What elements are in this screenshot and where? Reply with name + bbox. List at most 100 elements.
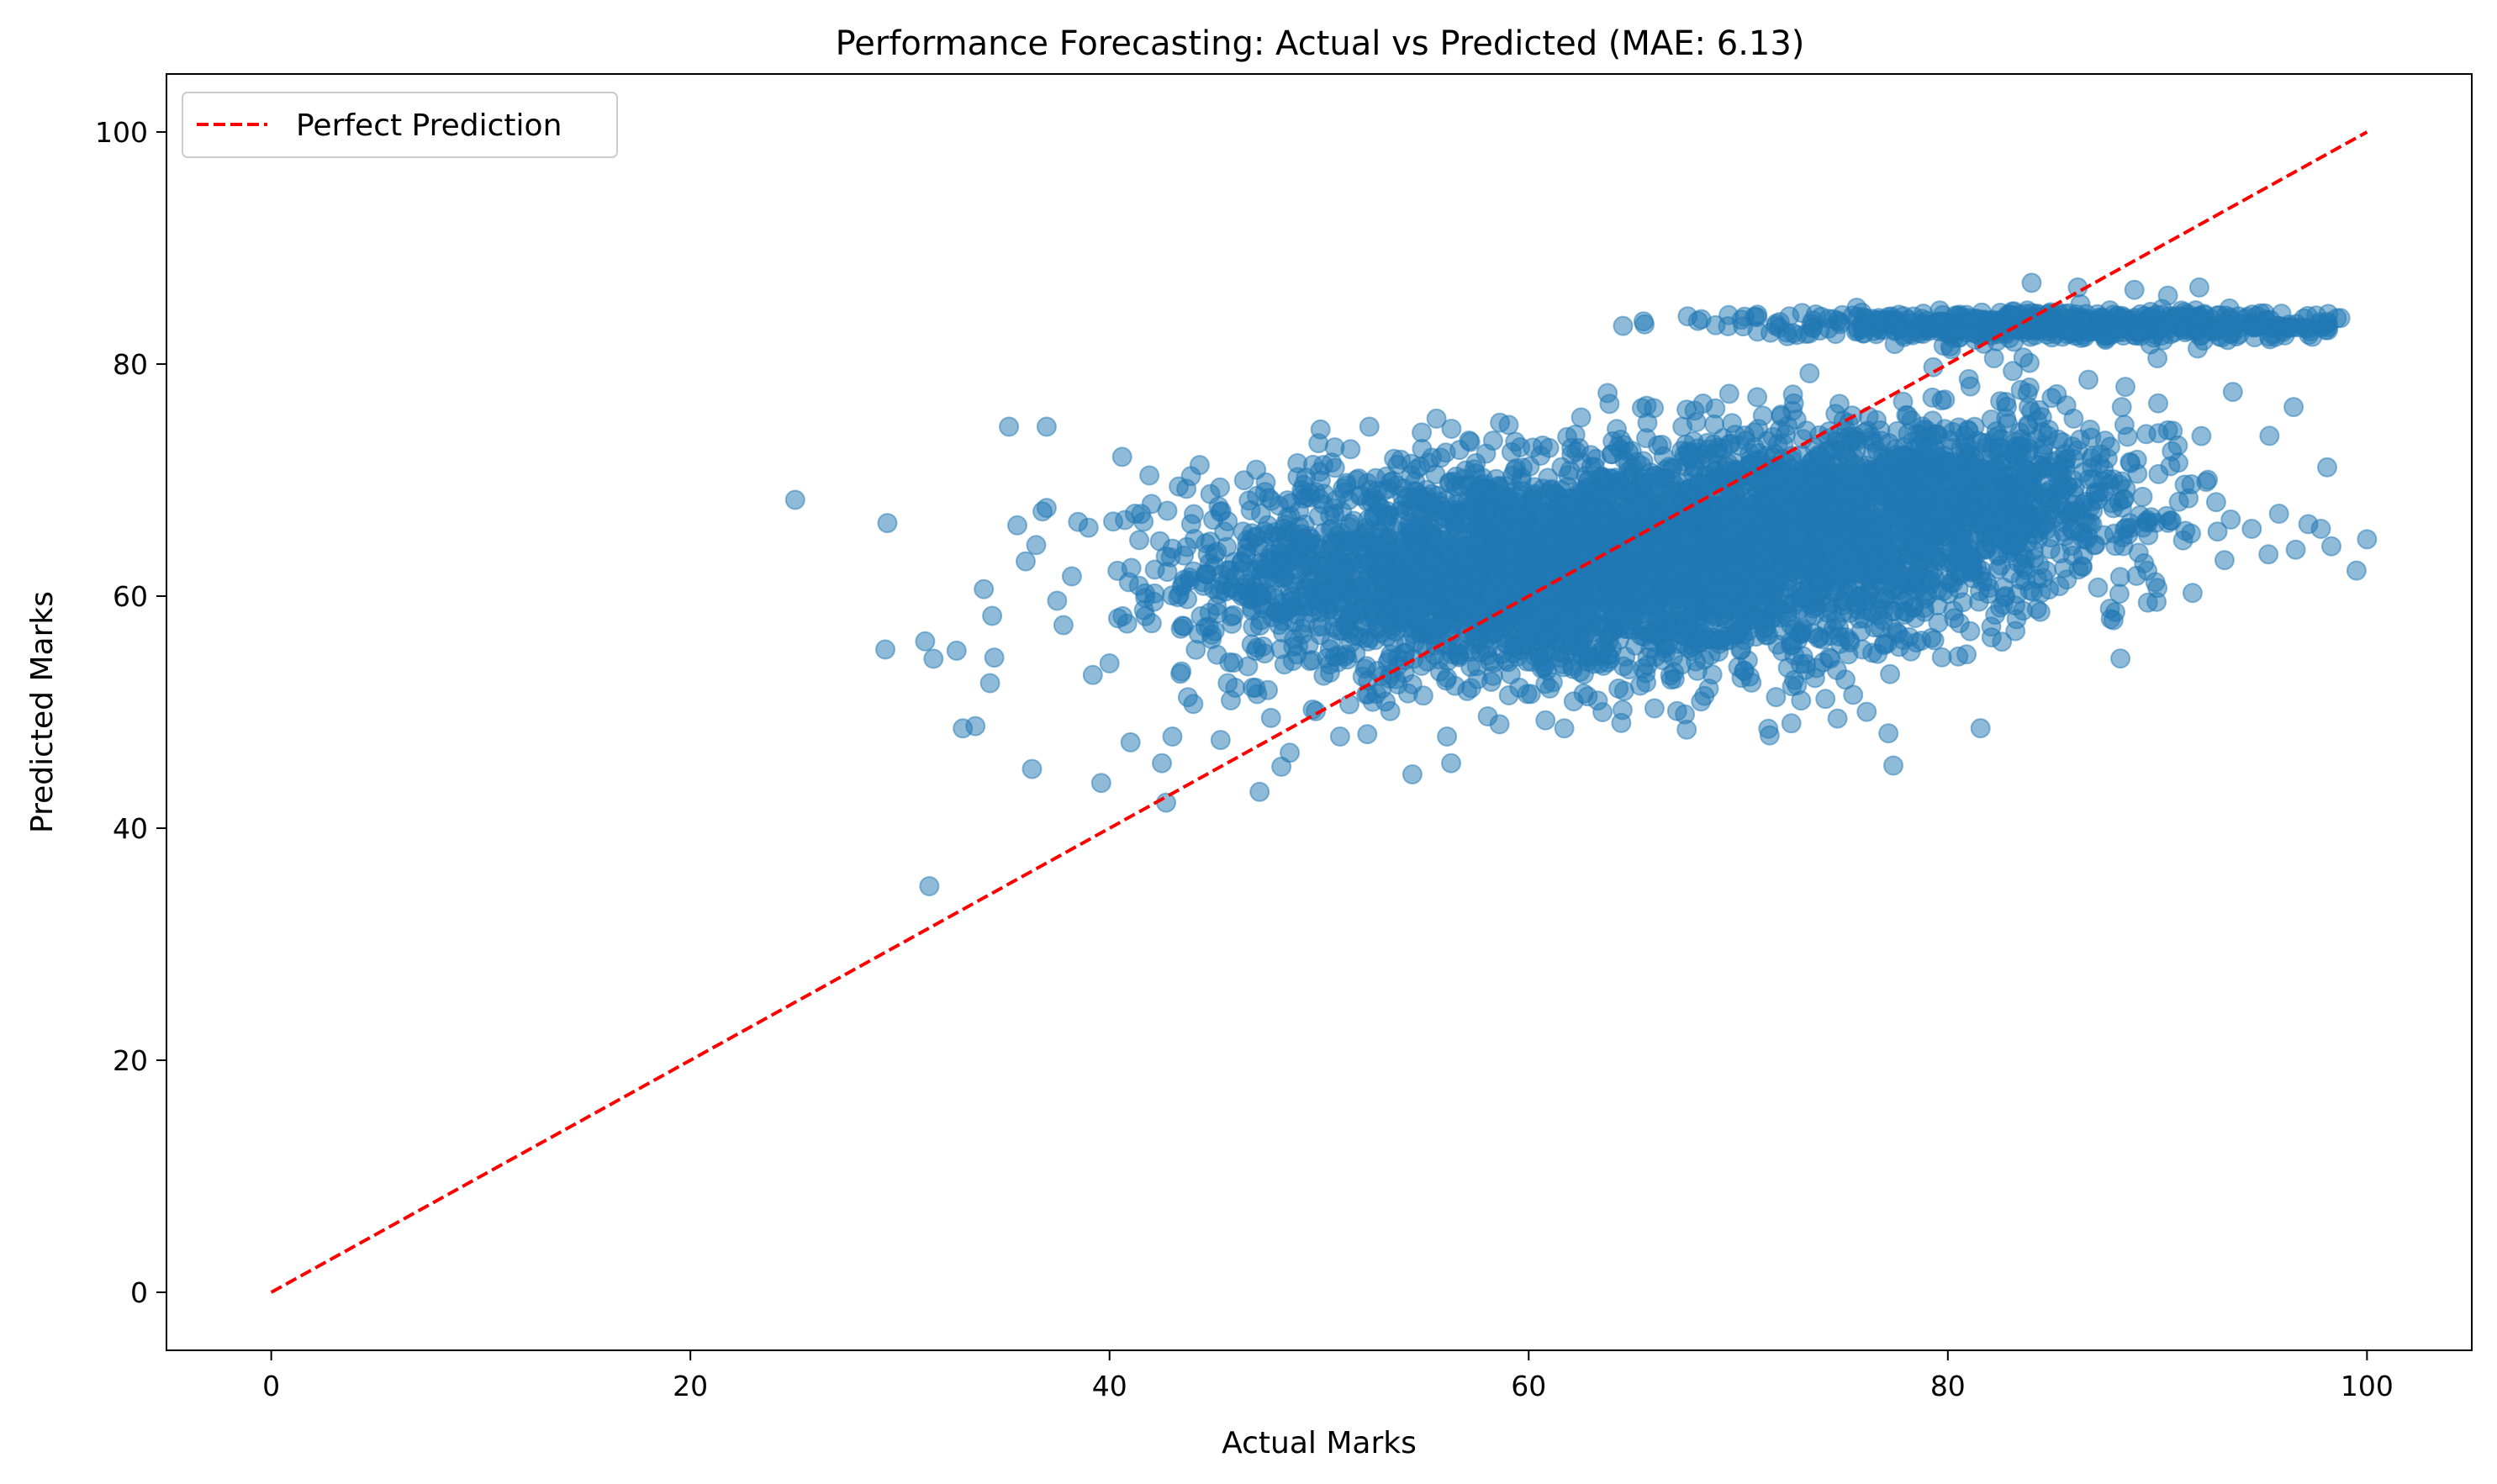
scatter-point [1284, 629, 1305, 649]
scatter-point [1608, 574, 1629, 595]
scatter-point [1254, 536, 1275, 557]
scatter-point [1845, 488, 1866, 509]
scatter-point [1861, 642, 1882, 663]
scatter-point [2050, 543, 2071, 564]
scatter-point [1236, 537, 1257, 558]
scatter-point [1592, 510, 1613, 531]
scatter-point [1505, 431, 1526, 452]
scatter-point [1498, 415, 1519, 436]
scatter-point [1985, 605, 2006, 626]
scatter-point [1339, 604, 1360, 625]
scatter-point [1569, 612, 1590, 633]
scatter-point [1651, 608, 1672, 629]
scatter-point [2148, 393, 2168, 414]
scatter-point [1426, 533, 1447, 554]
scatter-point [1781, 615, 1802, 636]
scatter-point [1988, 559, 2009, 579]
scatter-point [1469, 509, 1490, 530]
scatter-point [1223, 652, 1244, 673]
scatter-point [1675, 704, 1696, 725]
scatter-point [1741, 531, 1762, 552]
scatter-point [1506, 522, 1527, 543]
scatter-point [1612, 700, 1633, 721]
scatter-point [1893, 591, 1914, 612]
scatter-point [1698, 679, 1719, 699]
scatter-point [2114, 415, 2135, 436]
scatter-point [1599, 393, 1620, 415]
scatter-point [1249, 781, 1270, 802]
scatter-point [1221, 606, 1242, 627]
scatter-point [1177, 589, 1198, 610]
scatter-point [1444, 538, 1465, 559]
scatter-point [1402, 764, 1423, 784]
scatter-point [2017, 383, 2038, 404]
scatter-point [1682, 562, 1703, 584]
scatter-point [2148, 463, 2169, 484]
scatter-point [2078, 369, 2098, 390]
scatter-point [1856, 701, 1877, 722]
scatter-point [1193, 575, 1214, 596]
scatter-point [1540, 530, 1561, 551]
scatter-point [1429, 661, 1450, 682]
scatter-point [1210, 501, 1231, 522]
scatter-point [1302, 699, 1323, 720]
scatter-point [1440, 499, 1461, 520]
scatter-point [1740, 609, 1761, 630]
scatter-point [1345, 642, 1366, 663]
scatter-point [1700, 471, 1721, 492]
scatter-point [1360, 479, 1380, 500]
scatter-point [1293, 594, 1314, 615]
scatter-point [1370, 497, 1391, 518]
scatter-point [2005, 595, 2025, 616]
scatter-point [1653, 446, 1674, 467]
scatter-point [1629, 511, 1650, 532]
scatter-point [1340, 439, 1361, 460]
scatter-point [1338, 531, 1359, 552]
scatter-point [1560, 460, 1581, 481]
scatter-point [1565, 501, 1586, 522]
scatter-point [1847, 594, 1867, 615]
scatter-point [1534, 656, 1555, 677]
scatter-point [1755, 576, 1776, 597]
scatter-point [2110, 648, 2131, 669]
scatter-point [2111, 497, 2132, 518]
scatter-point [1601, 444, 1622, 465]
scatter-point [1557, 426, 1578, 447]
scatter-point [1694, 532, 1715, 553]
scatter-point [1781, 713, 1802, 734]
scatter-point [1129, 530, 1149, 551]
scatter-point [1557, 548, 1578, 569]
scatter-point [1576, 543, 1597, 564]
scatter-point [1657, 576, 1678, 597]
scatter-point [1257, 515, 1278, 536]
scatter-point [1816, 615, 1837, 636]
scatter-point [1893, 391, 1914, 412]
scatter-point [2105, 602, 2125, 622]
scatter-point [1661, 469, 1682, 490]
scatter-point [1333, 561, 1354, 582]
scatter-point [1360, 594, 1381, 614]
scatter-point [1630, 467, 1651, 489]
scatter-point [1483, 530, 1504, 551]
scatter-point [1410, 456, 1430, 477]
scatter-point [1103, 511, 1123, 532]
scatter-point [1970, 718, 1991, 739]
scatter-point [1300, 651, 1321, 672]
scatter-point [1380, 700, 1401, 721]
scatter-point [1322, 582, 1344, 603]
scatter-point [1650, 541, 1671, 562]
scatter-point [1515, 558, 1536, 579]
scatter-point [1319, 663, 1340, 683]
scatter-point [1766, 597, 1787, 618]
scatter-point [1721, 553, 1742, 574]
scatter-point [1718, 383, 1739, 404]
scatter-point [1277, 490, 1298, 511]
scatter-point [1322, 518, 1343, 539]
scatter-point [1515, 635, 1536, 656]
scatter-point [1271, 556, 1292, 577]
scatter-points [784, 272, 2378, 896]
scatter-point [1339, 694, 1359, 715]
scatter-point [1627, 551, 1648, 572]
scatter-point [1346, 469, 1367, 490]
